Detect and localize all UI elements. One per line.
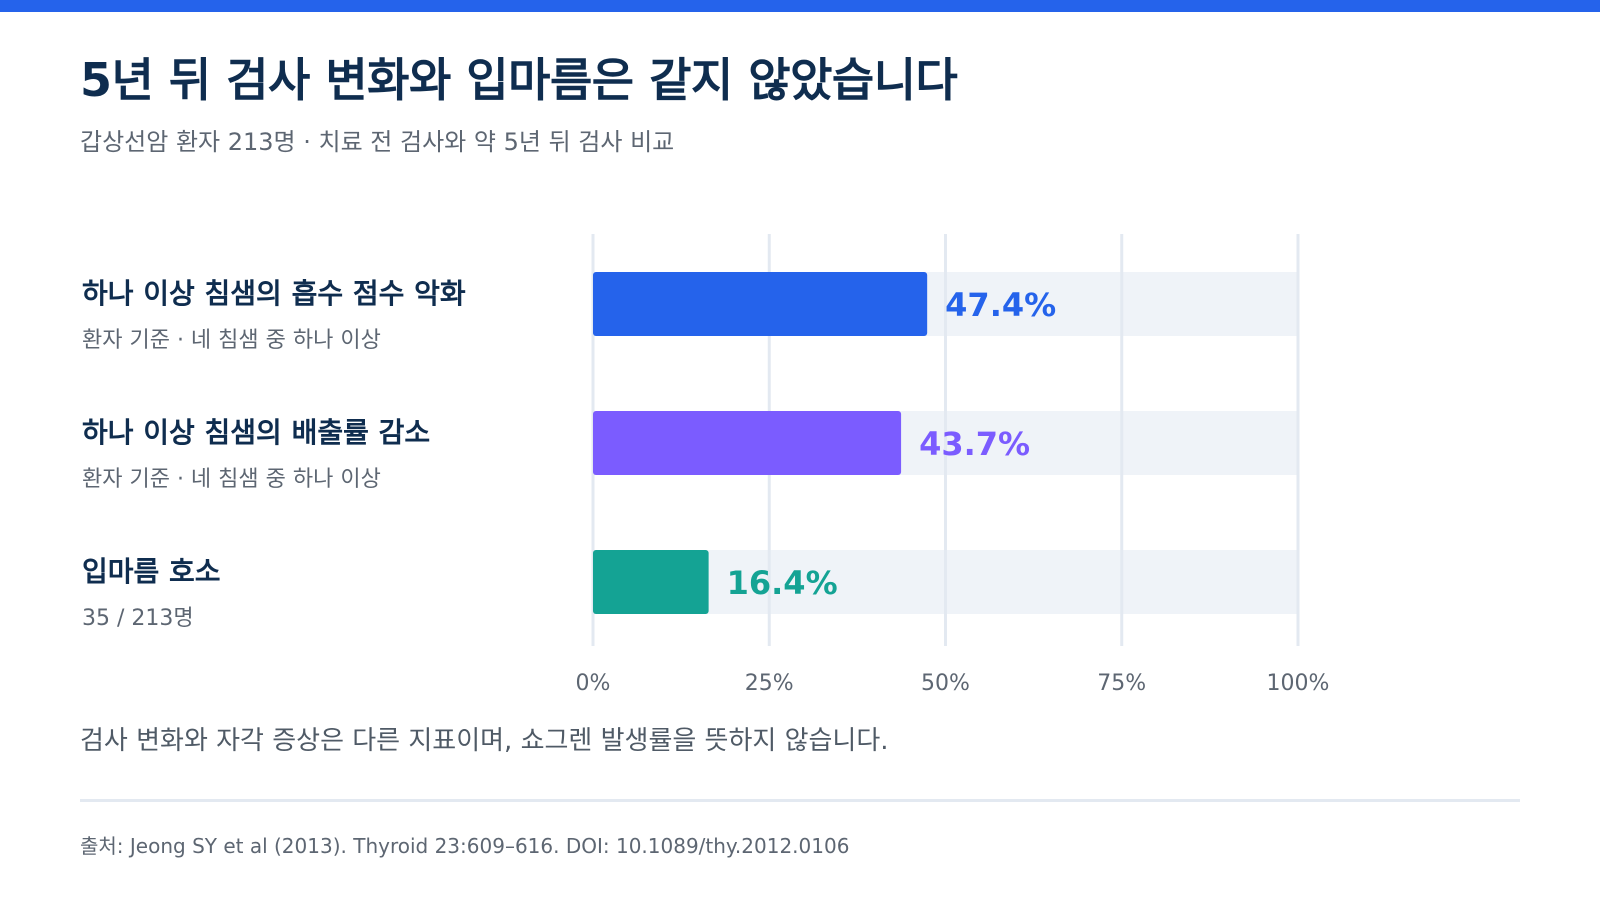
row-label-excretion: 하나 이상 침샘의 배출률 감소 환자 기준 · 네 침샘 중 하나 이상 [82,411,430,493]
bar-value-label: 16.4% [727,564,838,602]
bar-value-label: 43.7% [919,425,1030,463]
source-citation: 출처: Jeong SY et al (2013). Thyroid 23:60… [80,834,850,858]
row-title: 하나 이상 침샘의 배출률 감소 [82,416,431,449]
row-subtitle: 35 / 213명 [82,606,194,631]
chart-note: 검사 변화와 자각 증상은 다른 지표이며, 쇼그렌 발생률을 뜻하지 않습니다… [80,726,889,756]
bar [593,411,902,475]
row-subtitle: 환자 기준 · 네 침샘 중 하나 이상 [82,328,381,353]
bar [593,550,709,614]
top-accent-bar [0,0,1600,12]
x-tick-label: 50% [921,671,970,696]
bar [593,272,928,336]
bar-value-label: 47.4% [945,286,1056,324]
x-tick-label: 75% [1097,671,1146,696]
divider [80,799,1520,802]
row-label-absorption: 하나 이상 침샘의 흡수 점수 악화 환자 기준 · 네 침샘 중 하나 이상 [82,272,466,354]
page-subtitle: 갑상선암 환자 213명 · 치료 전 검사와 약 5년 뒤 검사 비교 [80,128,675,156]
page-title: 5년 뒤 검사 변화와 입마름은 같지 않았습니다 [80,53,958,107]
row-label-dry-mouth: 입마름 호소 35 / 213명 [82,550,221,632]
row-subtitle: 환자 기준 · 네 침샘 중 하나 이상 [82,467,381,492]
x-tick-label: 25% [745,671,794,696]
row-title: 하나 이상 침샘의 흡수 점수 악화 [82,277,466,310]
x-tick-label: 100% [1267,671,1330,696]
x-tick-label: 0% [576,671,611,696]
row-title: 입마름 호소 [82,555,221,588]
